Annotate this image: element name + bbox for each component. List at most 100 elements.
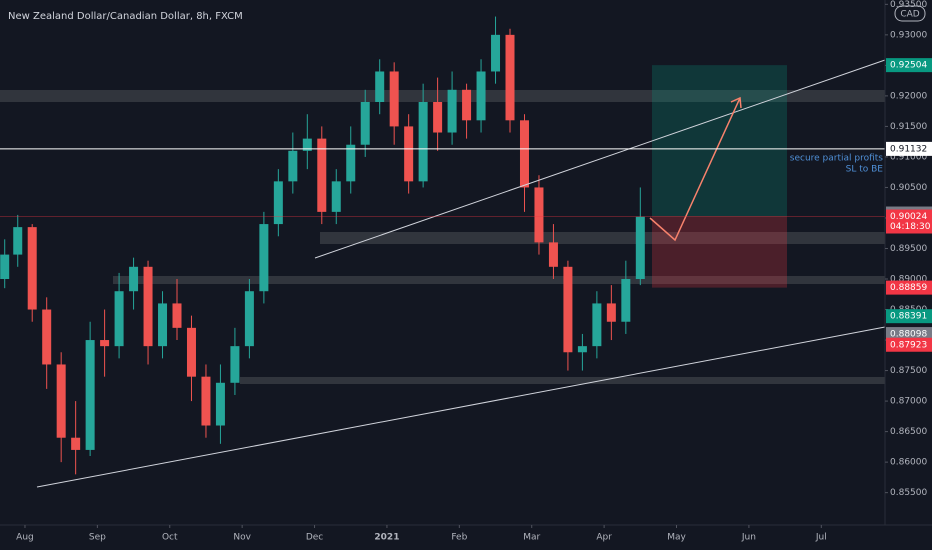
candle-body xyxy=(346,144,356,182)
candle-body xyxy=(302,138,312,151)
projection-arrow xyxy=(649,97,741,242)
trendline xyxy=(314,59,886,259)
candle-body xyxy=(606,303,616,322)
zone xyxy=(240,377,885,384)
y-tick-label: 0.89500 xyxy=(890,244,927,254)
candle-body xyxy=(404,126,414,182)
y-tick-label: 0.90500 xyxy=(890,183,927,193)
trendline xyxy=(36,326,886,488)
candle-body xyxy=(534,187,544,243)
price-label: 0.91132 xyxy=(890,144,927,154)
zone xyxy=(0,90,885,102)
candle-body xyxy=(389,71,399,127)
price-label: 0.90024 xyxy=(890,212,927,222)
candle-body xyxy=(433,101,443,133)
candle-body xyxy=(418,101,428,182)
zone xyxy=(320,232,885,244)
trendlines xyxy=(36,59,886,488)
y-tick-label: 0.85500 xyxy=(890,488,927,498)
y-tick-label: 0.91500 xyxy=(890,122,927,132)
candle-body xyxy=(100,340,110,347)
candle-body xyxy=(114,291,124,347)
candle-body xyxy=(505,34,515,121)
candle-body xyxy=(0,254,10,280)
target-zone xyxy=(652,65,787,217)
y-tick-label: 0.93500 xyxy=(890,0,927,10)
candle-body xyxy=(201,376,211,426)
candle-body xyxy=(491,34,501,72)
candle-body xyxy=(259,224,269,292)
levels xyxy=(0,148,885,217)
candle-body xyxy=(563,266,573,353)
candle-body xyxy=(360,101,370,145)
candles xyxy=(0,16,645,475)
zone xyxy=(113,276,885,284)
price-label: 0.92504 xyxy=(890,61,927,71)
price-label: 0.88391 xyxy=(890,312,927,322)
candle-body xyxy=(462,89,472,121)
candle-body xyxy=(621,279,631,322)
candle-body xyxy=(592,303,602,347)
price-label-box xyxy=(886,141,932,156)
candle-body xyxy=(13,227,23,255)
candle-body xyxy=(27,227,37,310)
candle-body xyxy=(476,71,486,121)
y-tick-label: 0.93000 xyxy=(890,30,927,40)
candle-body xyxy=(186,327,196,377)
price-label-box xyxy=(886,309,932,324)
candle-body xyxy=(548,242,558,267)
y-tick-label: 0.86000 xyxy=(890,458,927,468)
y-tick-label: 0.92000 xyxy=(890,91,927,101)
candle-body xyxy=(244,291,254,347)
x-tick-label: Feb xyxy=(451,533,467,543)
annotation: secure partial profits xyxy=(790,154,884,164)
price-label: 0.87923 xyxy=(890,340,927,350)
currency[interactable]: CAD xyxy=(900,10,919,20)
x-tick-label: Jul xyxy=(815,533,827,543)
price-label-box xyxy=(886,327,932,342)
price-label: 0.88859 xyxy=(890,283,927,293)
x-tick-label: Dec xyxy=(306,533,323,543)
x-tick-label: Mar xyxy=(523,533,540,543)
candle-body xyxy=(577,346,587,353)
price-labels: 0.925040.911320.900730.9002404:18:300.88… xyxy=(886,58,932,352)
y-tick-label: 0.91000 xyxy=(890,152,927,162)
x-tick-label: Nov xyxy=(233,533,251,543)
stop-zone xyxy=(652,216,787,288)
candle-body xyxy=(273,181,283,225)
x-tick-label: Jun xyxy=(741,533,756,543)
y-tick-label: 0.87000 xyxy=(890,397,927,407)
price-label-box xyxy=(886,209,932,234)
chart-title: New Zealand Dollar/Canadian Dollar, 8h, … xyxy=(8,11,243,22)
x-tick-label: Oct xyxy=(162,533,178,543)
drawings xyxy=(0,90,885,384)
candle-body xyxy=(288,150,298,182)
candle-body xyxy=(230,346,240,383)
candle-body xyxy=(519,120,529,188)
candle-body xyxy=(42,309,52,365)
x-tick-label: May xyxy=(667,533,686,543)
position-boxes xyxy=(652,65,787,288)
x-tick-label: Aug xyxy=(16,533,34,543)
candle-body xyxy=(635,216,645,280)
candle-body xyxy=(172,303,182,328)
candle-body xyxy=(215,382,225,426)
candle-body xyxy=(375,71,385,102)
y-tick-label: 0.86500 xyxy=(890,427,927,437)
currency-badge[interactable] xyxy=(894,5,926,22)
y-tick-label: 0.89000 xyxy=(890,275,927,285)
x-tick-label: Apr xyxy=(596,533,612,543)
candle-body xyxy=(317,138,327,212)
arrow-head xyxy=(730,96,742,109)
candle-body xyxy=(129,266,139,292)
x-tick-label: 2021 xyxy=(374,533,399,543)
y-tick-label: 0.87500 xyxy=(890,366,927,376)
price-label-box xyxy=(886,280,932,295)
x-tick-label: Sep xyxy=(89,533,106,543)
time-axis xyxy=(0,525,932,550)
candle-body xyxy=(143,266,153,347)
countdown: 04:18:30 xyxy=(890,222,931,232)
price-label-box xyxy=(886,337,932,352)
